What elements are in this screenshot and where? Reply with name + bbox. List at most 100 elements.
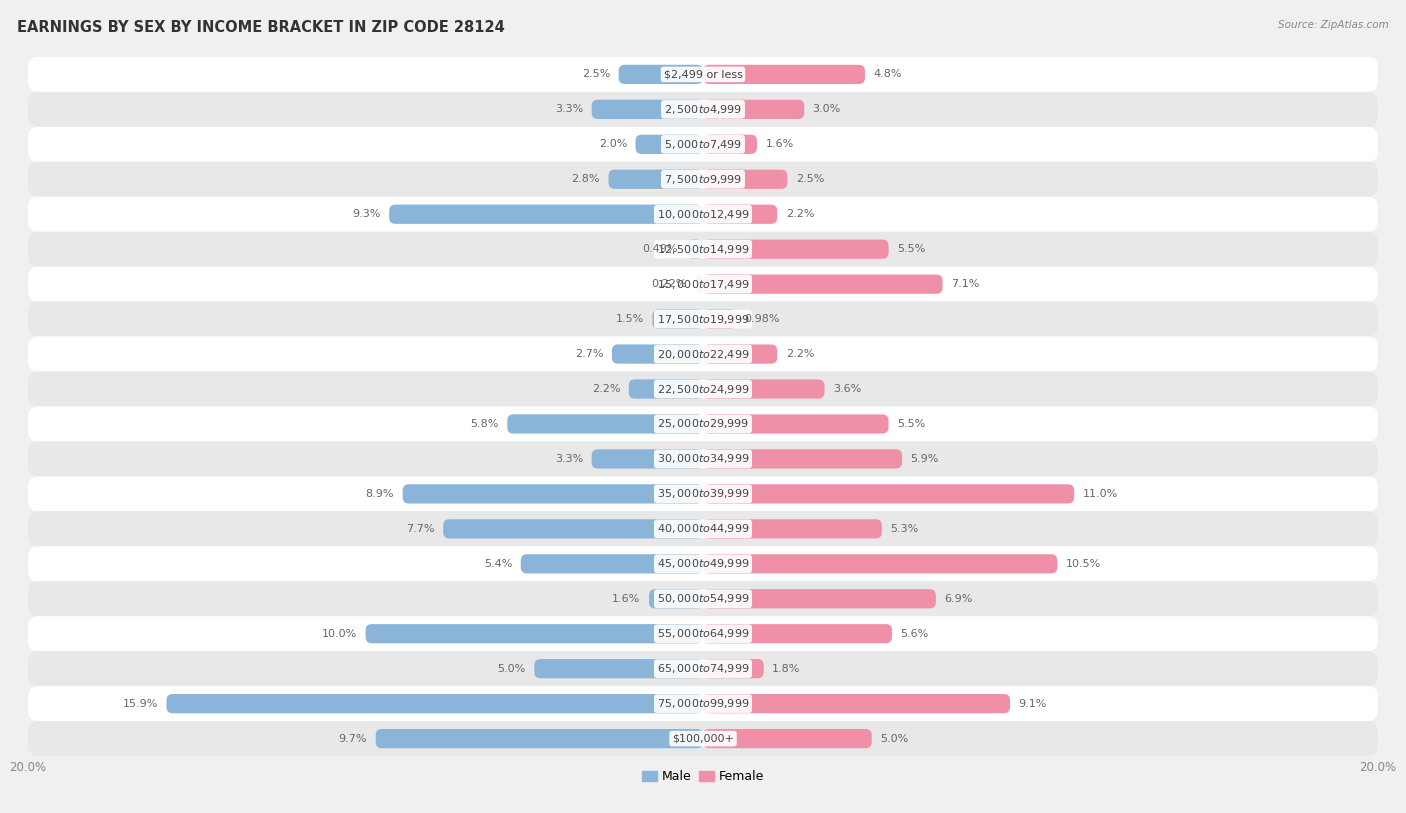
FancyBboxPatch shape <box>703 310 737 328</box>
FancyBboxPatch shape <box>28 406 1378 441</box>
Text: Source: ZipAtlas.com: Source: ZipAtlas.com <box>1278 20 1389 30</box>
Text: 5.9%: 5.9% <box>911 454 939 464</box>
Text: $15,000 to $17,499: $15,000 to $17,499 <box>657 278 749 290</box>
FancyBboxPatch shape <box>686 240 703 259</box>
FancyBboxPatch shape <box>28 546 1378 581</box>
Text: 7.1%: 7.1% <box>950 279 980 289</box>
Text: 2.5%: 2.5% <box>582 69 610 80</box>
FancyBboxPatch shape <box>703 275 942 293</box>
FancyBboxPatch shape <box>619 65 703 84</box>
FancyBboxPatch shape <box>28 197 1378 232</box>
FancyBboxPatch shape <box>508 415 703 433</box>
Text: 3.3%: 3.3% <box>555 454 583 464</box>
FancyBboxPatch shape <box>703 65 865 84</box>
FancyBboxPatch shape <box>703 485 1074 503</box>
Text: $50,000 to $54,999: $50,000 to $54,999 <box>657 593 749 605</box>
Text: $100,000+: $100,000+ <box>672 733 734 744</box>
Text: $65,000 to $74,999: $65,000 to $74,999 <box>657 663 749 675</box>
FancyBboxPatch shape <box>703 520 882 538</box>
FancyBboxPatch shape <box>443 520 703 538</box>
Text: 8.9%: 8.9% <box>366 489 394 499</box>
Text: 0.98%: 0.98% <box>745 314 780 324</box>
FancyBboxPatch shape <box>703 450 903 468</box>
FancyBboxPatch shape <box>166 694 703 713</box>
Text: $5,000 to $7,499: $5,000 to $7,499 <box>664 138 742 150</box>
FancyBboxPatch shape <box>28 127 1378 162</box>
FancyBboxPatch shape <box>703 345 778 363</box>
Text: 5.4%: 5.4% <box>484 559 512 569</box>
Text: $17,500 to $19,999: $17,500 to $19,999 <box>657 313 749 325</box>
Text: $2,499 or less: $2,499 or less <box>664 69 742 80</box>
FancyBboxPatch shape <box>389 205 703 224</box>
Text: 7.7%: 7.7% <box>406 524 434 534</box>
FancyBboxPatch shape <box>703 205 778 224</box>
FancyBboxPatch shape <box>652 310 703 328</box>
Text: 5.3%: 5.3% <box>890 524 918 534</box>
FancyBboxPatch shape <box>703 554 1057 573</box>
FancyBboxPatch shape <box>703 589 936 608</box>
Text: $20,000 to $22,499: $20,000 to $22,499 <box>657 348 749 360</box>
FancyBboxPatch shape <box>592 100 703 119</box>
FancyBboxPatch shape <box>628 380 703 398</box>
Text: 2.2%: 2.2% <box>786 209 814 220</box>
Text: 10.0%: 10.0% <box>322 628 357 639</box>
Text: 1.5%: 1.5% <box>616 314 644 324</box>
FancyBboxPatch shape <box>28 372 1378 406</box>
Text: 4.8%: 4.8% <box>873 69 901 80</box>
FancyBboxPatch shape <box>636 135 703 154</box>
Text: 0.22%: 0.22% <box>651 279 688 289</box>
FancyBboxPatch shape <box>28 721 1378 756</box>
FancyBboxPatch shape <box>696 275 703 293</box>
FancyBboxPatch shape <box>612 345 703 363</box>
FancyBboxPatch shape <box>28 57 1378 92</box>
FancyBboxPatch shape <box>28 476 1378 511</box>
FancyBboxPatch shape <box>28 162 1378 197</box>
Text: 10.5%: 10.5% <box>1066 559 1101 569</box>
Text: 6.9%: 6.9% <box>945 593 973 604</box>
FancyBboxPatch shape <box>520 554 703 573</box>
FancyBboxPatch shape <box>28 616 1378 651</box>
FancyBboxPatch shape <box>28 651 1378 686</box>
Text: 9.7%: 9.7% <box>339 733 367 744</box>
Text: 2.2%: 2.2% <box>786 349 814 359</box>
Text: EARNINGS BY SEX BY INCOME BRACKET IN ZIP CODE 28124: EARNINGS BY SEX BY INCOME BRACKET IN ZIP… <box>17 20 505 35</box>
Text: $25,000 to $29,999: $25,000 to $29,999 <box>657 418 749 430</box>
FancyBboxPatch shape <box>28 511 1378 546</box>
FancyBboxPatch shape <box>402 485 703 503</box>
FancyBboxPatch shape <box>703 624 891 643</box>
FancyBboxPatch shape <box>534 659 703 678</box>
FancyBboxPatch shape <box>375 729 703 748</box>
Text: $45,000 to $49,999: $45,000 to $49,999 <box>657 558 749 570</box>
FancyBboxPatch shape <box>703 100 804 119</box>
Text: 3.0%: 3.0% <box>813 104 841 115</box>
FancyBboxPatch shape <box>28 302 1378 337</box>
Text: 15.9%: 15.9% <box>122 698 157 709</box>
Text: $2,500 to $4,999: $2,500 to $4,999 <box>664 103 742 115</box>
Text: 2.5%: 2.5% <box>796 174 824 185</box>
Text: 3.6%: 3.6% <box>832 384 860 394</box>
Text: $30,000 to $34,999: $30,000 to $34,999 <box>657 453 749 465</box>
FancyBboxPatch shape <box>28 441 1378 476</box>
Text: 5.5%: 5.5% <box>897 244 925 254</box>
Text: 9.3%: 9.3% <box>353 209 381 220</box>
Text: 2.0%: 2.0% <box>599 139 627 150</box>
Text: 5.6%: 5.6% <box>900 628 928 639</box>
FancyBboxPatch shape <box>703 170 787 189</box>
Text: 1.8%: 1.8% <box>772 663 800 674</box>
FancyBboxPatch shape <box>703 729 872 748</box>
Text: 2.2%: 2.2% <box>592 384 620 394</box>
FancyBboxPatch shape <box>609 170 703 189</box>
FancyBboxPatch shape <box>366 624 703 643</box>
Text: 0.49%: 0.49% <box>643 244 678 254</box>
Legend: Male, Female: Male, Female <box>637 765 769 789</box>
Text: $40,000 to $44,999: $40,000 to $44,999 <box>657 523 749 535</box>
Text: 9.1%: 9.1% <box>1018 698 1047 709</box>
FancyBboxPatch shape <box>28 686 1378 721</box>
FancyBboxPatch shape <box>703 240 889 259</box>
FancyBboxPatch shape <box>28 337 1378 372</box>
Text: $55,000 to $64,999: $55,000 to $64,999 <box>657 628 749 640</box>
Text: 5.0%: 5.0% <box>498 663 526 674</box>
Text: 5.5%: 5.5% <box>897 419 925 429</box>
FancyBboxPatch shape <box>28 581 1378 616</box>
Text: $22,500 to $24,999: $22,500 to $24,999 <box>657 383 749 395</box>
